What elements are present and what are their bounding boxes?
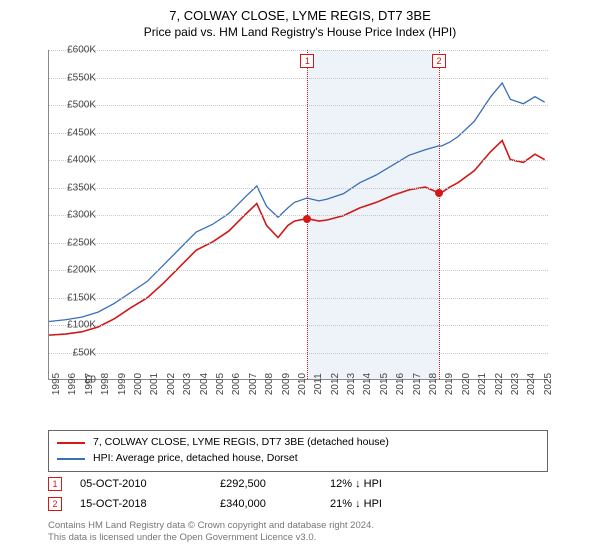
sale-date: 15-OCT-2018 [80,498,220,510]
x-axis-tick-label: 2015 [379,373,390,395]
legend-label: HPI: Average price, detached house, Dors… [93,451,298,467]
x-axis-tick-label: 1996 [67,373,78,395]
sale-delta: 21% ↓ HPI [330,498,548,510]
gridline [49,50,548,51]
chart-container: 7, COLWAY CLOSE, LYME REGIS, DT7 3BE Pri… [0,0,600,560]
sale-date: 05-OCT-2010 [80,478,220,490]
sale-marker-badge: 2 [432,54,446,68]
series-line-price_paid [49,141,545,336]
gridline [49,298,548,299]
x-axis-tick-label: 2025 [543,373,554,395]
y-axis-tick-label: £200K [52,265,96,276]
sale-vline [439,50,440,379]
gridline [49,160,548,161]
gridline [49,215,548,216]
y-axis-tick-label: £150K [52,292,96,303]
legend-swatch-hpi [57,458,85,460]
x-axis-tick-label: 2012 [330,373,341,395]
y-axis-tick-label: £250K [52,237,96,248]
gridline [49,188,548,189]
x-axis-tick-label: 2005 [215,373,226,395]
plot-area: 12 [48,50,548,380]
sale-price: £340,000 [220,498,330,510]
x-axis-tick-label: 2001 [149,373,160,395]
x-axis-tick-label: 2014 [362,373,373,395]
table-row: 2 15-OCT-2018 £340,000 21% ↓ HPI [48,494,548,514]
x-axis-tick-label: 2003 [182,373,193,395]
gridline [49,78,548,79]
gridline [49,270,548,271]
y-axis-tick-label: £100K [52,320,96,331]
footnote: Contains HM Land Registry data © Crown c… [48,520,548,544]
x-axis-tick-label: 2011 [313,373,324,395]
y-axis-tick-label: £350K [52,182,96,193]
x-axis-tick-label: 1999 [117,373,128,395]
y-axis-tick-label: £300K [52,210,96,221]
gridline [49,325,548,326]
x-axis-tick-label: 1998 [100,373,111,395]
footnote-line: This data is licensed under the Open Gov… [48,532,548,544]
x-axis-tick-label: 2017 [412,373,423,395]
x-axis-tick-label: 2009 [281,373,292,395]
gridline [49,243,548,244]
y-axis-tick-label: £450K [52,127,96,138]
x-axis-tick-label: 2007 [248,373,259,395]
x-axis-tick-label: 2008 [264,373,275,395]
gridline [49,353,548,354]
x-axis-tick-label: 2021 [477,373,488,395]
sale-point-dot [435,189,443,197]
sale-marker-badge: 1 [300,54,314,68]
x-axis-tick-label: 1995 [51,373,62,395]
x-axis-tick-label: 2002 [166,373,177,395]
footnote-line: Contains HM Land Registry data © Crown c… [48,520,548,532]
chart-title-block: 7, COLWAY CLOSE, LYME REGIS, DT7 3BE Pri… [10,8,590,40]
chart-title: 7, COLWAY CLOSE, LYME REGIS, DT7 3BE [10,8,590,25]
x-axis-tick-label: 1997 [84,373,95,395]
sale-marker-badge: 2 [48,497,62,511]
sale-point-dot [303,215,311,223]
x-axis-tick-label: 2004 [199,373,210,395]
gridline [49,105,548,106]
sale-marker-badge: 1 [48,477,62,491]
y-axis-tick-label: £600K [52,45,96,56]
legend-row: 7, COLWAY CLOSE, LYME REGIS, DT7 3BE (de… [57,435,539,451]
y-axis-tick-label: £50K [52,347,96,358]
sales-table: 1 05-OCT-2010 £292,500 12% ↓ HPI 2 15-OC… [48,474,548,514]
sale-price: £292,500 [220,478,330,490]
y-axis-tick-label: £400K [52,155,96,166]
x-axis-tick-label: 2023 [510,373,521,395]
chart-subtitle: Price paid vs. HM Land Registry's House … [10,25,590,41]
x-axis-tick-label: 2020 [461,373,472,395]
x-axis-tick-label: 2024 [526,373,537,395]
x-axis-tick-label: 2013 [346,373,357,395]
y-axis-tick-label: £500K [52,100,96,111]
sale-delta: 12% ↓ HPI [330,478,548,490]
table-row: 1 05-OCT-2010 £292,500 12% ↓ HPI [48,474,548,494]
x-axis-tick-label: 2006 [231,373,242,395]
x-axis-tick-label: 2018 [428,373,439,395]
legend-label: 7, COLWAY CLOSE, LYME REGIS, DT7 3BE (de… [93,435,389,451]
x-axis-tick-label: 2022 [494,373,505,395]
y-axis-tick-label: £550K [52,72,96,83]
x-axis-tick-label: 2016 [395,373,406,395]
x-axis-tick-label: 2010 [297,373,308,395]
x-axis-tick-label: 2019 [444,373,455,395]
legend-swatch-price-paid [57,442,85,444]
series-line-hpi [49,83,545,322]
gridline [49,133,548,134]
x-axis-tick-label: 2000 [133,373,144,395]
legend: 7, COLWAY CLOSE, LYME REGIS, DT7 3BE (de… [48,430,548,472]
legend-row: HPI: Average price, detached house, Dors… [57,451,539,467]
